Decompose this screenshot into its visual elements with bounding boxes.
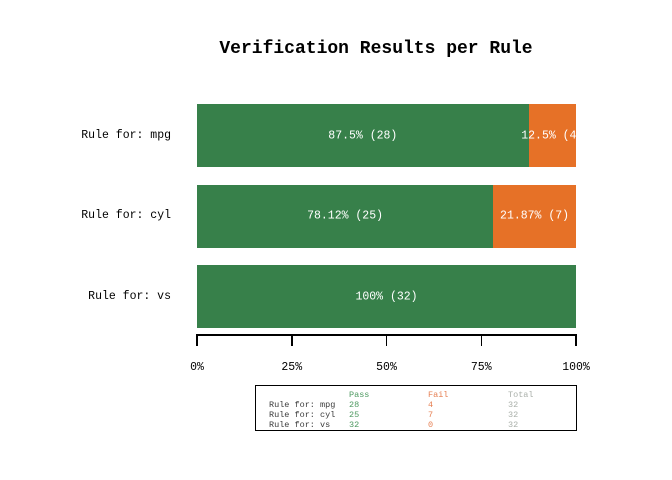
- bar-segment-pass: [197, 104, 529, 167]
- table-cell-fail: 7: [428, 409, 434, 420]
- table-header-row: Pass Fail Total: [256, 390, 576, 400]
- x-axis-tick: [291, 334, 293, 346]
- table-header-pass: Pass: [349, 390, 370, 400]
- table-row: Rule for: mpg 28 4 32: [256, 400, 576, 410]
- table-cell-pass: 25: [349, 409, 360, 420]
- table-cell-total: 32: [508, 399, 519, 410]
- table-row-label: Rule for: mpg: [269, 399, 336, 410]
- table-row-label: Rule for: cyl: [269, 409, 336, 420]
- bar-label-fail: 12.5% (4): [521, 129, 576, 142]
- table-cell-fail: 4: [428, 399, 434, 410]
- bar-row: 100% (32): [197, 265, 576, 328]
- bar-label-pass: 87.5% (28): [328, 129, 398, 142]
- table-cell-fail: 0: [428, 419, 434, 430]
- table-cell-total: 32: [508, 419, 519, 430]
- x-axis-tick-label: 0%: [190, 361, 204, 374]
- table-header-fail: Fail: [428, 390, 449, 400]
- y-axis-label: Rule for: mpg: [81, 128, 171, 142]
- y-axis-label: Rule for: vs: [88, 289, 171, 303]
- x-axis-tick-label: 50%: [376, 361, 397, 374]
- bar-segment-pass: [197, 184, 494, 248]
- bar-row: 87.5% (28) 12.5% (4): [197, 104, 576, 167]
- bar-row: 78.12% (25) 21.87% (7): [197, 184, 576, 248]
- x-axis-tick: [385, 334, 388, 346]
- table-cell-pass: 32: [349, 419, 360, 430]
- x-axis-tick: [196, 334, 198, 346]
- bar-label-pass: 100% (32): [355, 290, 418, 303]
- table-header-total: Total: [508, 390, 534, 400]
- x-axis-tick-label: 100%: [562, 361, 590, 374]
- y-axis-label: Rule for: cyl: [81, 209, 171, 222]
- bar-label-pass: 78.12% (25): [307, 209, 384, 223]
- summary-table: Pass Fail Total Rule for: mpg 28 4 32 Rule for:…: [255, 385, 577, 431]
- table-row-label: Rule for: vs: [269, 419, 331, 430]
- table-cell-pass: 28: [349, 399, 360, 410]
- x-axis-tick: [480, 334, 482, 346]
- bar-segment-pass: [197, 265, 576, 328]
- table-row: Rule for: vs 32 0 32: [256, 420, 576, 430]
- bar-label-fail: 21.87% (7): [500, 209, 570, 223]
- table-cell-total: 32: [508, 409, 519, 420]
- bar-segment-fail: [528, 104, 576, 167]
- bar-segment-fail: [493, 184, 576, 248]
- x-axis-tick-label: 25%: [281, 361, 303, 374]
- x-axis-tick-label: 75%: [470, 361, 492, 374]
- chart-title: Verification Results per Rule: [219, 39, 533, 59]
- x-axis-tick: [575, 334, 577, 346]
- table-row: Rule for: cyl 25 7 32: [256, 410, 576, 420]
